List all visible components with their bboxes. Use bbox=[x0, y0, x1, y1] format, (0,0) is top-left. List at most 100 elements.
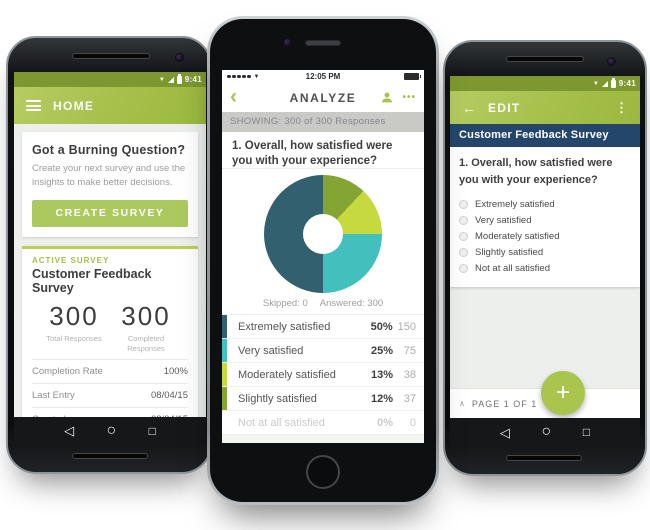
showing-bar: SHOWING: 300 of 300 Responses bbox=[222, 112, 424, 132]
android-phone-home: ▼ 9:41 HOME Got a Burning Question? Crea… bbox=[6, 36, 212, 474]
radio-icon[interactable] bbox=[459, 232, 468, 241]
survey-title-banner: Customer Feedback Survey bbox=[450, 124, 640, 147]
option-row[interactable]: Slightly satisfied bbox=[459, 247, 631, 258]
nav-recents-button[interactable]: □ bbox=[148, 423, 156, 438]
wifi-icon: ▼ bbox=[253, 73, 260, 80]
home-content: Got a Burning Question? Create your next… bbox=[14, 124, 206, 417]
row-label: Last Entry bbox=[32, 389, 75, 401]
stat-completed: 300 Completed Responses bbox=[118, 301, 174, 354]
promo-card: Got a Burning Question? Create your next… bbox=[22, 132, 198, 237]
option-label: Slightly satisfied bbox=[475, 247, 544, 258]
battery-icon bbox=[404, 73, 421, 80]
answer-percent: 25% bbox=[370, 344, 393, 357]
analyze-screen: ▼ 12:05 PM ‹ ANALYZE ••• SHOWING: 300 of… bbox=[222, 70, 424, 443]
answer-label: Extremely satisfied bbox=[238, 320, 331, 333]
stat-completed-caption: Completed Responses bbox=[127, 333, 165, 353]
android-nav-bar: ◁ ○ □ bbox=[14, 417, 206, 444]
page-indicator: PAGE 1 OF 1 bbox=[471, 398, 538, 409]
radio-icon[interactable] bbox=[459, 264, 468, 273]
question-text: 1. Overall, how satisfied were you with … bbox=[232, 140, 393, 167]
donut-chart bbox=[264, 175, 382, 293]
nav-home-button[interactable]: ○ bbox=[106, 421, 117, 439]
skipped-count: Skipped: 0 bbox=[262, 298, 308, 309]
option-label: Not at all satisfied bbox=[475, 263, 550, 274]
answer-count: 37 bbox=[403, 392, 416, 405]
earpiece-speaker bbox=[506, 56, 584, 62]
color-swatch bbox=[222, 339, 227, 362]
status-time: 12:05 PM bbox=[305, 72, 341, 81]
answer-label: Very satisfied bbox=[238, 344, 304, 357]
option-row[interactable]: Not at all satisfied bbox=[459, 263, 631, 274]
cell-signal-icon bbox=[227, 74, 251, 79]
app-bar-edit: ← EDIT ⋮ bbox=[450, 91, 640, 124]
bottom-speaker bbox=[506, 455, 582, 461]
question-card: Customer Feedback Survey 1. Overall, how… bbox=[450, 124, 640, 287]
chart-area bbox=[222, 168, 424, 298]
collapse-caret-icon[interactable]: ∧ bbox=[459, 399, 465, 408]
answer-label: Slightly satisfied bbox=[238, 392, 317, 405]
active-survey-label: ACTIVE SURVEY bbox=[32, 255, 110, 265]
option-row[interactable]: Very satisfied bbox=[459, 215, 631, 226]
row-label: Created bbox=[32, 414, 66, 417]
answer-row: Very satisfied 25% 75 bbox=[222, 339, 424, 363]
answered-count: Answered: 300 bbox=[319, 298, 384, 309]
nav-recents-button[interactable]: □ bbox=[582, 425, 591, 439]
option-row[interactable]: Moderately satisfied bbox=[459, 231, 631, 242]
nav-back-button[interactable]: ◁ bbox=[499, 424, 510, 440]
android-phone-edit: ▼ 9:41 ← EDIT ⋮ Customer Feedback Survey… bbox=[443, 40, 647, 476]
survey-title: Customer Feedback Survey bbox=[32, 266, 152, 295]
home-button[interactable] bbox=[306, 455, 340, 489]
row-value: 08/04/15 bbox=[151, 389, 188, 401]
menu-icon[interactable] bbox=[26, 100, 41, 111]
status-time: 9:41 bbox=[618, 79, 636, 88]
battery-icon bbox=[610, 77, 616, 88]
android-status-bar: ▼ 9:41 bbox=[450, 76, 640, 91]
answer-row: Slightly satisfied 12% 37 bbox=[222, 387, 424, 411]
skip-answer-summary: Skipped: 0 Answered: 300 bbox=[222, 298, 424, 315]
stat-total-value: 300 bbox=[49, 300, 99, 331]
page-title: EDIT bbox=[488, 100, 521, 115]
answer-percent: 50% bbox=[370, 320, 393, 333]
color-swatch bbox=[222, 411, 227, 434]
android-nav-bar: ◁ ○ □ bbox=[450, 418, 640, 446]
answer-percent: 0% bbox=[377, 416, 393, 429]
answer-percent: 12% bbox=[370, 392, 393, 405]
app-bar-home: HOME bbox=[14, 87, 206, 124]
option-label: Extremely satisfied bbox=[475, 199, 555, 210]
row-value: 08/04/15 bbox=[151, 414, 188, 417]
edit-content: Customer Feedback Survey 1. Overall, how… bbox=[450, 124, 640, 418]
front-camera bbox=[607, 57, 616, 66]
row-created: Created 08/04/15 bbox=[32, 406, 188, 417]
answer-label: Not at all satisfied bbox=[238, 416, 325, 429]
signal-icon bbox=[601, 80, 608, 87]
nav-back-button[interactable]: ◁ bbox=[64, 423, 75, 438]
create-survey-button[interactable]: CREATE SURVEY bbox=[32, 199, 188, 227]
page-title: ANALYZE bbox=[289, 90, 357, 105]
front-camera bbox=[283, 38, 292, 47]
nav-bar-analyze: ‹ ANALYZE ••• bbox=[222, 83, 424, 112]
back-chevron-icon[interactable]: ‹ bbox=[230, 84, 237, 108]
signal-icon bbox=[167, 76, 174, 83]
earpiece-speaker bbox=[72, 53, 150, 59]
add-question-fab[interactable]: + bbox=[541, 371, 585, 415]
radio-icon[interactable] bbox=[459, 248, 468, 257]
radio-icon[interactable] bbox=[459, 200, 468, 209]
back-icon[interactable]: ← bbox=[462, 99, 476, 116]
home-screen: ▼ 9:41 HOME Got a Burning Question? Crea… bbox=[14, 72, 206, 444]
wifi-icon: ▼ bbox=[158, 76, 165, 83]
color-swatch bbox=[222, 315, 227, 338]
row-value: 100% bbox=[163, 365, 188, 377]
answer-row: Not at all satisfied 0% 0 bbox=[222, 411, 424, 435]
front-camera bbox=[175, 53, 184, 62]
profile-icon[interactable] bbox=[380, 91, 394, 104]
nav-home-button[interactable]: ○ bbox=[541, 423, 552, 440]
earpiece-speaker bbox=[305, 40, 341, 46]
wifi-icon: ▼ bbox=[592, 80, 599, 87]
more-options-icon[interactable]: ••• bbox=[402, 91, 416, 103]
radio-icon[interactable] bbox=[459, 216, 468, 225]
answer-label: Moderately satisfied bbox=[238, 368, 336, 381]
option-row[interactable]: Extremely satisfied bbox=[459, 199, 631, 210]
answer-options: Extremely satisfied Very satisfied Moder… bbox=[450, 191, 640, 287]
overflow-menu-icon[interactable]: ⋮ bbox=[615, 100, 628, 115]
